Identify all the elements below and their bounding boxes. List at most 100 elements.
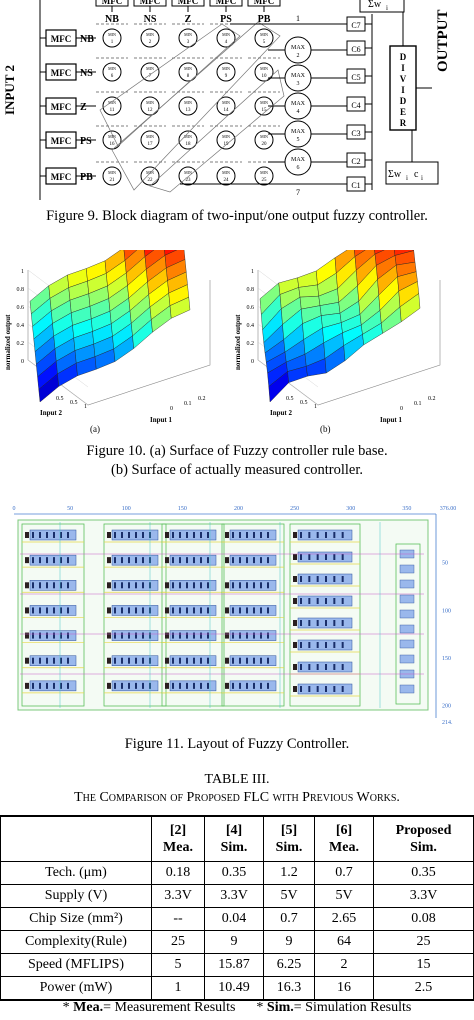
cell-stripe (172, 607, 174, 614)
cell-stripe (232, 582, 234, 589)
cell-stripe (300, 664, 302, 670)
cell-stripe (316, 554, 319, 560)
top-mfc-label: MFC (178, 0, 199, 6)
cell-stripe (200, 632, 202, 639)
footnote-sim-value: = Simulation Results (293, 1000, 412, 1015)
cell-stripe (200, 557, 202, 564)
left-mfc-label: MFC (51, 34, 72, 44)
min-circle (102, 96, 122, 116)
right-tick: 150 (442, 656, 451, 662)
min-label: MIN (184, 100, 192, 105)
min-label: MIN (222, 66, 230, 71)
table-cell: 3.3V (373, 884, 474, 908)
min-circle (254, 166, 274, 186)
cell-stripe (172, 632, 174, 639)
min-circle (178, 62, 198, 82)
min-circle (254, 130, 274, 150)
min-circle (102, 28, 122, 48)
y-tick: 1 (314, 404, 317, 410)
min-label: MIN (222, 32, 230, 37)
min-number: 13 (186, 108, 192, 113)
max-label: MAX (291, 129, 306, 135)
top-tick: 50 (67, 506, 73, 512)
row-label: NB (80, 34, 94, 45)
cell-column (221, 523, 285, 707)
cell-stripe (207, 607, 209, 614)
cell-stripe (325, 686, 327, 692)
chip-layout: 0 50 100 150 200 250 300 350 376.00 50 100 150 200 21… (13, 506, 457, 726)
cell-stripe (260, 557, 262, 564)
cell-stripe (325, 576, 327, 582)
cell-stripe (333, 576, 336, 582)
table-row: Complexity(Rule) 25 9 9 64 25 (0, 930, 474, 954)
cell-stripe (186, 632, 188, 639)
contact-pad (25, 682, 29, 689)
cell-stripe (239, 657, 241, 664)
row-label: Speed (MFLIPS) (0, 953, 152, 977)
cell-stripe (32, 532, 34, 538)
z-tick: 0.6 (17, 305, 25, 311)
min-circle (216, 28, 236, 48)
table-cell: 0.04 (204, 907, 264, 931)
cell-stripe (39, 632, 41, 639)
z-tick: 1 (21, 269, 24, 275)
sum-weighted-label: Σw (388, 169, 402, 180)
cell-stripe (207, 582, 209, 589)
contact-pad (293, 576, 297, 582)
cell-stripe (114, 657, 116, 664)
cell-stripe (325, 664, 327, 670)
contact-pad (25, 657, 29, 664)
footnote-sim-key: Sim. (266, 1000, 294, 1015)
cell-stripe (172, 557, 174, 564)
table-cell: 25 (151, 930, 205, 954)
cell-stripe (267, 532, 269, 538)
cell-stripe (253, 682, 255, 689)
standard-cell (399, 624, 415, 634)
header-ref: Proposed (395, 823, 452, 838)
max-number: 5 (297, 137, 300, 143)
cell-stripe (341, 686, 344, 692)
cell-stripe (260, 532, 262, 538)
cell-stripe (193, 557, 195, 564)
rule-group-outline (111, 21, 281, 191)
cell-stripe (32, 557, 34, 564)
max-label: MAX (291, 101, 306, 107)
cell-stripe (308, 664, 311, 670)
cell-stripe (300, 620, 302, 626)
y-axis-label: Input 2 (40, 409, 62, 417)
cell-stripe (308, 620, 311, 626)
table-cell: 5V (314, 884, 374, 908)
cell-stripe (246, 632, 248, 639)
cell-stripe (300, 642, 302, 648)
table-cell: 9 (204, 930, 264, 954)
cell-column (289, 523, 361, 707)
table-cell: 1.2 (263, 861, 315, 885)
top-mfc-label: MFC (254, 0, 275, 6)
header-ref: [4] (225, 823, 243, 838)
cell-stripe (193, 632, 195, 639)
cell-stripe (325, 598, 327, 604)
min-label: MIN (184, 170, 192, 175)
cell-stripe (67, 557, 69, 564)
right-tick: 50 (442, 561, 448, 567)
fuzzy-controller-block-diagram: INPUT 2 OUTPUT MFC NB MFC NS MFC Z MFC PS MFC PB M… (2, 0, 451, 200)
cell-stripe (325, 620, 327, 626)
table-subtitle: The Comparison of Proposed FLC with Prev… (74, 790, 400, 805)
cell-stripe (67, 682, 69, 689)
table-cell: 16 (314, 976, 374, 1001)
top-right-tick: 376.00 (440, 506, 457, 512)
cell-stripe (60, 682, 62, 689)
c-label: C3 (351, 129, 360, 138)
top-mfc-label: MFC (216, 0, 237, 6)
row-label: Z (80, 102, 87, 113)
table-row: Power (mW) 1 10.49 16.3 16 2.5 (0, 976, 474, 1001)
cell-stripe (179, 557, 181, 564)
max-number: 4 (297, 109, 300, 115)
table-row: Tech. (μm) 0.18 0.35 1.2 0.7 0.35 (0, 861, 474, 885)
table-cell: 2 (314, 953, 374, 977)
cell-stripe (32, 682, 34, 689)
z-tick: 1 (251, 269, 254, 275)
min-number: 16 (110, 142, 116, 147)
min-number: 14 (224, 108, 230, 113)
contact-pad (293, 664, 297, 670)
